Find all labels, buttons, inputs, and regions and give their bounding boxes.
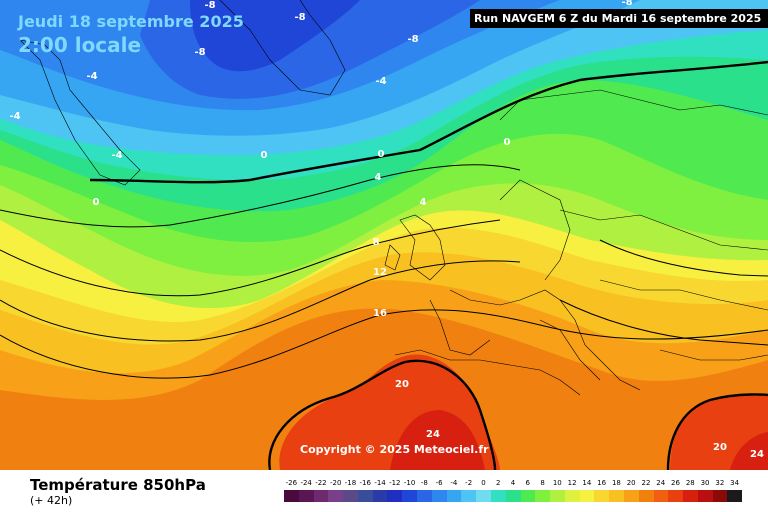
- isotherm-label: -4: [375, 76, 386, 87]
- legend-swatch: [535, 490, 551, 502]
- legend-label: -22: [315, 479, 327, 487]
- legend-label: 10: [552, 479, 562, 487]
- map-footer: Température 850hPa (+ 42h) -26 -24 -22 -20-…: [0, 470, 768, 512]
- isotherm-label: -8: [294, 12, 305, 23]
- legend-swatch: [298, 490, 314, 502]
- legend-swatch: [417, 490, 432, 502]
- isotherm-label: 24: [426, 429, 440, 440]
- legend-swatch: [372, 490, 388, 502]
- legend-swatch: [623, 490, 639, 502]
- legend-label: -10: [403, 479, 416, 487]
- legend-label: -14: [374, 479, 386, 487]
- legend-label: 14: [582, 479, 592, 487]
- legend-swatch: [550, 490, 565, 502]
- legend-label: -18: [344, 479, 357, 487]
- legend-labels: -26 -24 -22 -20 -18 -16 -14 -12 -10 -8 -6 -4 -2 0 2 4 6 8…: [284, 479, 742, 489]
- isotherm-label: 4: [420, 197, 427, 208]
- legend-swatch: [520, 490, 536, 502]
- legend-swatch: [638, 490, 654, 502]
- legend-swatch: [712, 490, 728, 502]
- model-run-label: Run NAVGEM 6 Z du Mardi 16 septembre 202…: [470, 9, 768, 28]
- legend-swatch: [343, 490, 358, 502]
- legend-label: 12: [567, 479, 577, 487]
- forecast-date: Jeudi 18 septembre 2025: [18, 12, 244, 31]
- legend-label: 20: [626, 479, 636, 487]
- legend-label: 8: [540, 479, 545, 487]
- isotherm-label: 0: [93, 197, 100, 208]
- legend-swatch: [476, 490, 491, 502]
- isotherm-label: 20: [395, 379, 409, 390]
- legend-label: -8: [420, 479, 428, 487]
- isotherm-label: 4: [375, 172, 382, 183]
- legend-swatch: [431, 490, 447, 502]
- isotherm-label: -8: [204, 0, 215, 11]
- isotherm-label: -4: [9, 111, 20, 122]
- legend-swatch: [402, 490, 418, 502]
- legend-swatch: [564, 490, 580, 502]
- legend-label: 24: [656, 479, 666, 487]
- isotherm-label: 0: [504, 137, 511, 148]
- legend-label: -12: [389, 479, 401, 487]
- legend-swatch: [668, 490, 684, 502]
- legend-label: -20: [329, 479, 342, 487]
- legend-label: 2: [495, 479, 501, 487]
- isotherm-label: 12: [373, 267, 387, 278]
- isotherm-label: 0: [378, 149, 385, 160]
- isotherm-label: 16: [373, 308, 387, 319]
- legend-label: 16: [597, 479, 607, 487]
- color-legend: [284, 490, 743, 502]
- legend-label: -16: [359, 479, 371, 487]
- legend-label: 32: [715, 479, 725, 487]
- isotherm-label: -8: [194, 47, 205, 58]
- legend-label: -4: [450, 479, 458, 487]
- legend-swatch: [683, 490, 698, 502]
- isotherm-label: 24: [750, 449, 764, 460]
- copyright-text: Copyright © 2025 Meteociel.fr: [300, 443, 489, 456]
- legend-swatch: [579, 490, 595, 502]
- legend-swatch: [727, 490, 743, 502]
- isotherm-label: 0: [261, 150, 268, 161]
- legend-label: 18: [611, 479, 621, 487]
- isotherm-label: -8: [407, 34, 418, 45]
- legend-swatch: [446, 490, 462, 502]
- variable-title: Température 850hPa: [30, 476, 206, 494]
- legend-label: 30: [700, 479, 710, 487]
- legend-label: -26: [285, 479, 298, 487]
- isotherm-label: 8: [373, 237, 380, 248]
- legend-label: -2: [465, 479, 473, 487]
- forecast-time: 2:00 locale: [18, 33, 142, 57]
- legend-label: 6: [525, 479, 530, 487]
- isotherm-label: -8: [621, 0, 632, 8]
- legend-label: 34: [730, 479, 740, 487]
- isotherm-label: -4: [86, 71, 97, 82]
- legend-swatch: [490, 490, 506, 502]
- legend-swatch: [653, 490, 669, 502]
- legend-label: 22: [641, 479, 651, 487]
- legend-swatch: [609, 490, 624, 502]
- legend-swatch: [328, 490, 344, 502]
- isotherm-label: 20: [713, 442, 727, 453]
- legend-label: -24: [300, 479, 312, 487]
- legend-label: 28: [685, 479, 695, 487]
- legend-label: 4: [510, 479, 516, 487]
- legend-swatch: [697, 490, 713, 502]
- legend-swatch: [357, 490, 373, 502]
- legend-label: 0: [481, 479, 486, 487]
- legend-swatch: [461, 490, 477, 502]
- legend-label: 26: [671, 479, 680, 487]
- legend-swatch: [594, 490, 610, 502]
- temperature-map: -8 -4 -8 -8 -4 -4 -4 -4 0 0 0 0 4 4 8 12…: [0, 0, 768, 470]
- legend-swatch: [313, 490, 329, 502]
- legend-swatch: [284, 490, 299, 502]
- isotherm-label: -4: [111, 150, 122, 161]
- legend-label: -6: [435, 479, 443, 487]
- legend-swatch: [505, 490, 521, 502]
- forecast-lead-time: (+ 42h): [30, 494, 73, 507]
- legend-swatch: [387, 490, 403, 502]
